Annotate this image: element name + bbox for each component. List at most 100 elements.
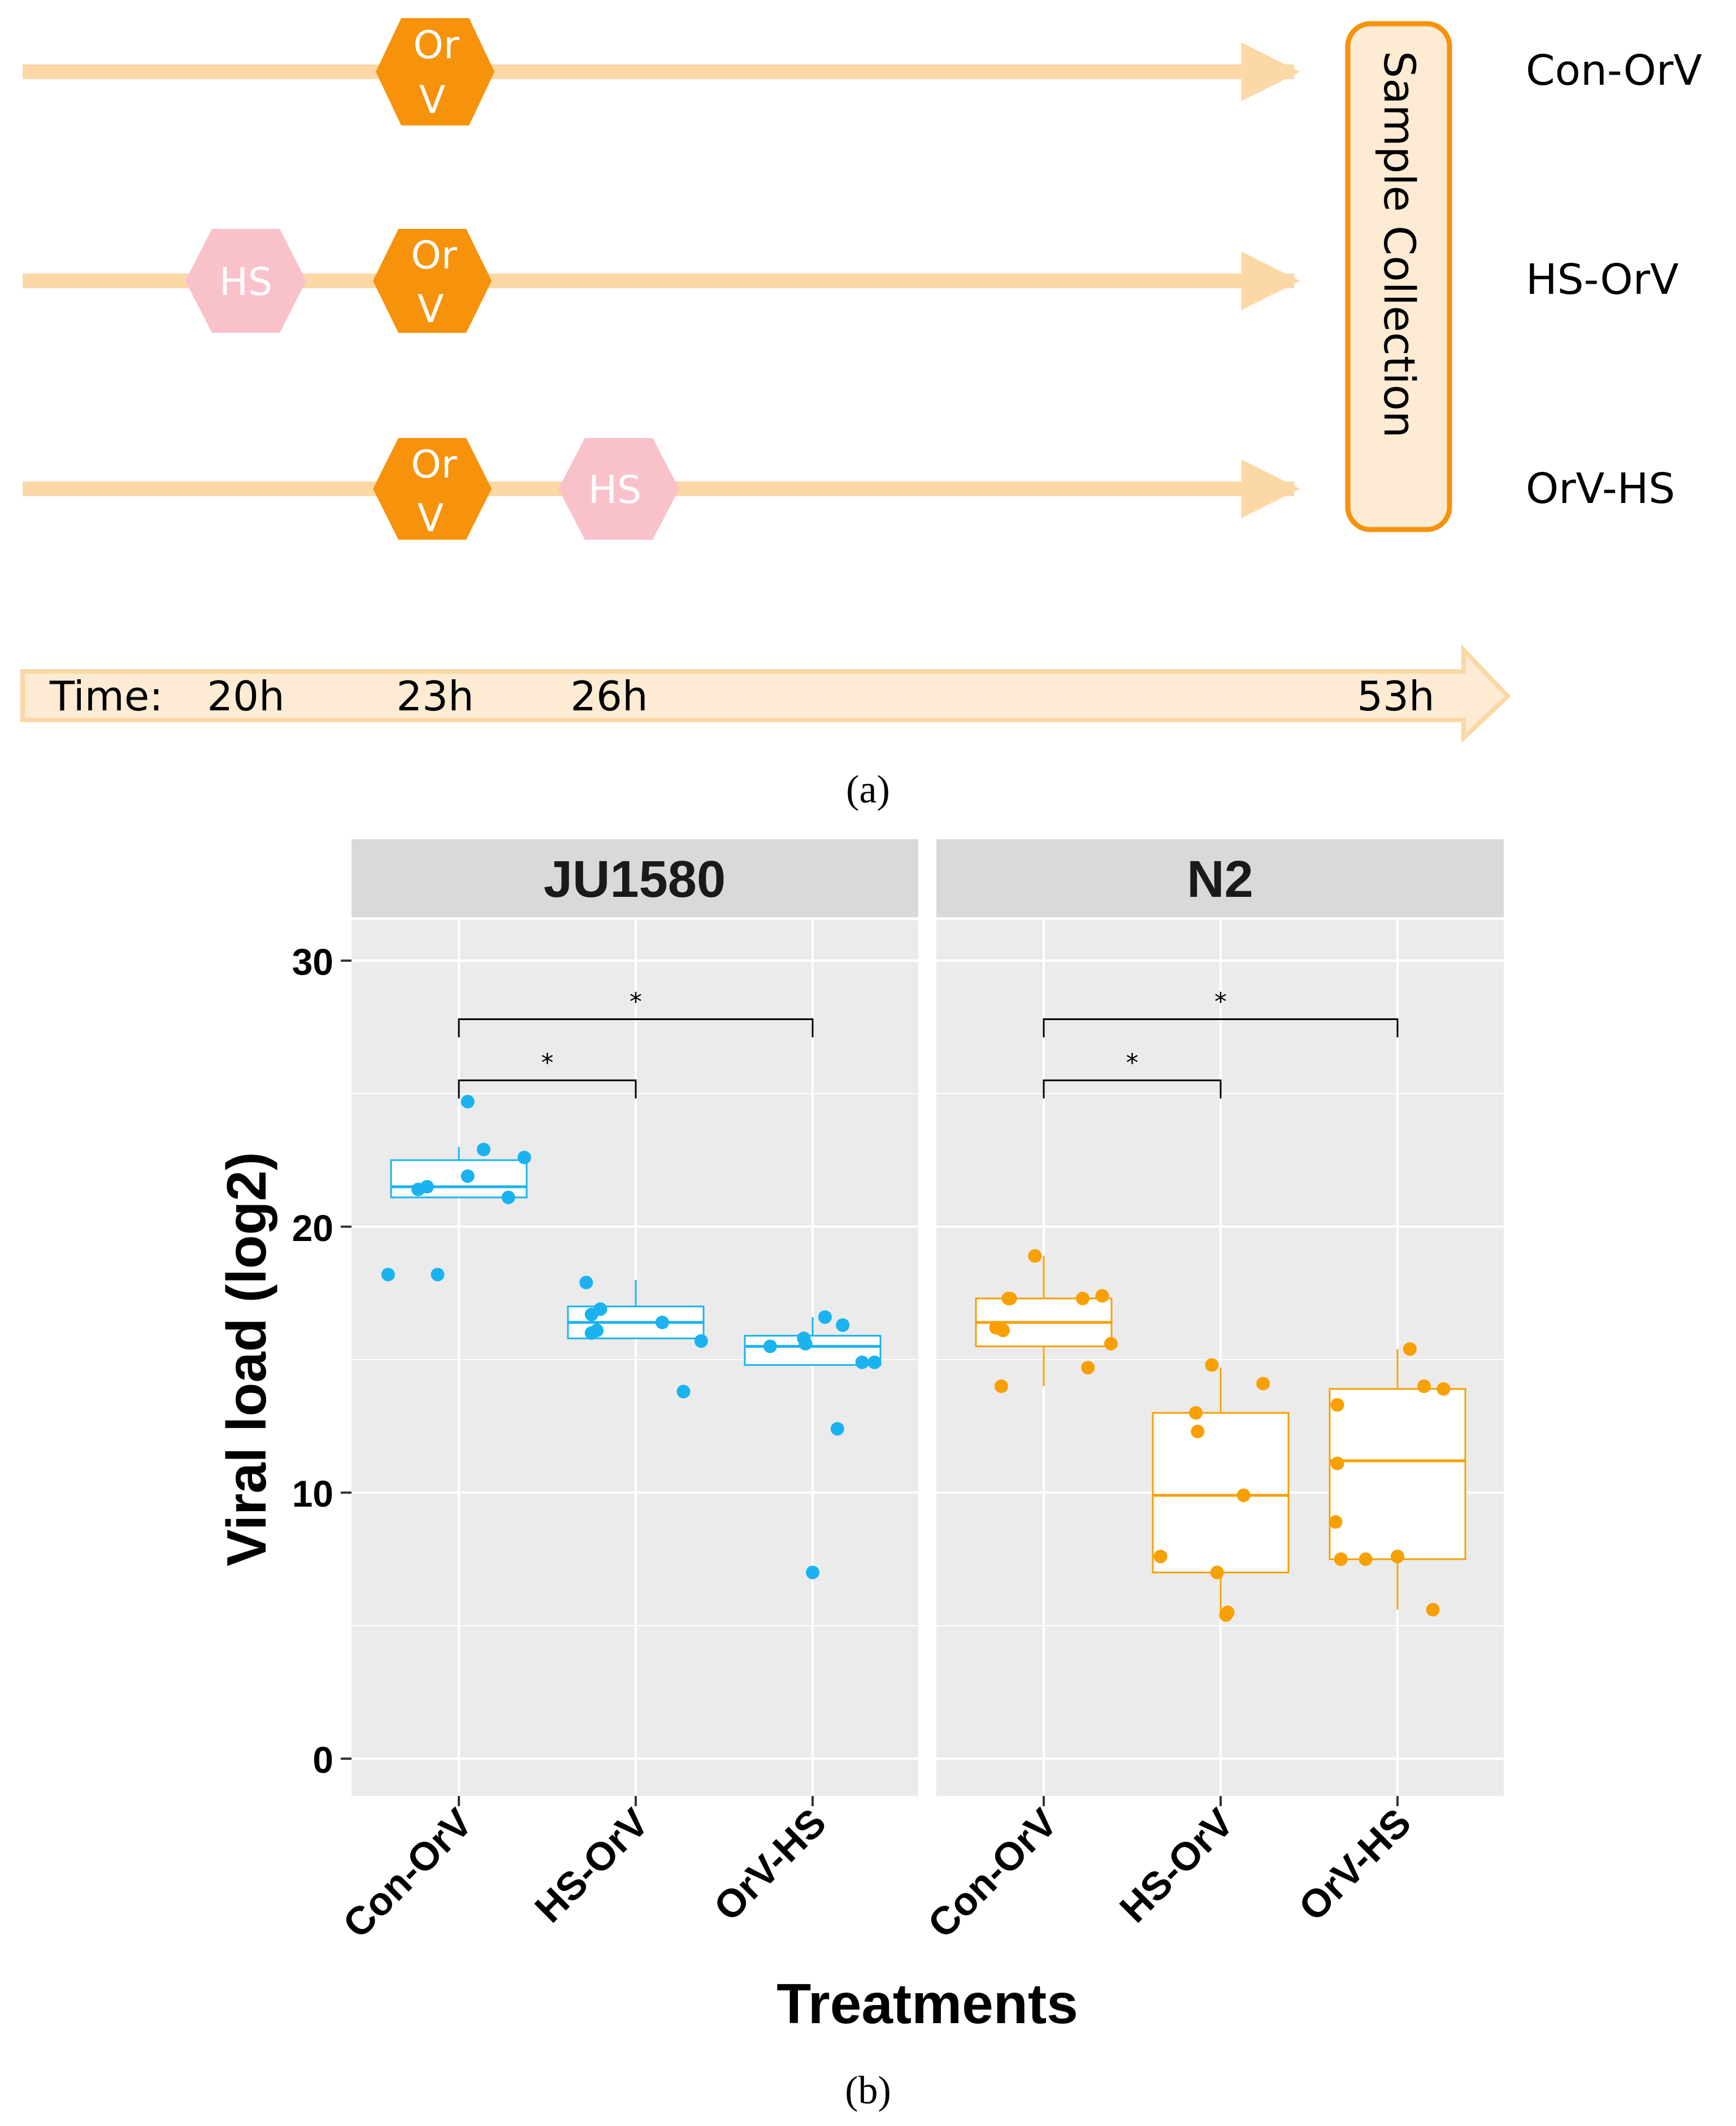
- data-point: [1330, 1456, 1344, 1470]
- facet-strip-ju1580: [351, 839, 918, 917]
- data-point: [1256, 1377, 1270, 1391]
- time-point-20h: 20h: [207, 672, 284, 720]
- hs-label: HS: [219, 260, 272, 305]
- hs-label: HS: [588, 468, 641, 513]
- data-point: [1095, 1288, 1109, 1303]
- sample-collection-rect: [1345, 21, 1452, 532]
- x-tick-label-n2-hs-orv: HS-OrV: [1111, 1800, 1242, 1930]
- data-point: [855, 1355, 869, 1369]
- row-label-hs-orv: HS-OrV: [1526, 255, 1679, 304]
- data-point: [806, 1565, 819, 1580]
- orv-label-line1: Or: [413, 23, 459, 68]
- timeline-panel: Or V Con-OrV HS Or V HS-OrV Or V HS OrV-…: [20, 18, 1702, 812]
- data-point: [476, 1143, 491, 1157]
- significance-marker: *: [1214, 987, 1227, 1016]
- data-point: [1417, 1379, 1431, 1394]
- data-point: [420, 1179, 434, 1194]
- data-point: [1236, 1489, 1251, 1503]
- time-point-53h: 53h: [1357, 672, 1434, 720]
- significance-marker: *: [541, 1049, 554, 1078]
- data-point: [1426, 1603, 1440, 1617]
- data-point: [1210, 1565, 1224, 1580]
- data-point: [830, 1422, 844, 1436]
- data-point: [1436, 1382, 1451, 1396]
- hs-hexagon: [558, 438, 679, 540]
- data-point: [501, 1190, 515, 1204]
- panel-b-label: (b): [845, 2069, 891, 2112]
- data-point: [655, 1316, 669, 1330]
- boxplot-panel: JU1580 N2 * * * * 30 20 10 0 Con-OrV HS-OrV…: [215, 839, 1504, 2112]
- box-iqr: [390, 1159, 528, 1199]
- y-tick-label-30: 30: [292, 941, 333, 983]
- data-point: [1153, 1550, 1168, 1564]
- data-point: [798, 1337, 813, 1351]
- facet-title-ju1580: JU1580: [544, 851, 726, 908]
- time-axis: Time: 20h 23h 26h 53h: [20, 644, 1511, 744]
- data-point: [461, 1169, 475, 1183]
- y-tick-label-0: 0: [313, 1739, 333, 1781]
- data-point: [676, 1385, 691, 1399]
- data-point: [579, 1275, 593, 1290]
- sample-collection-label: Sample Collection: [1374, 51, 1425, 438]
- box-iqr: [1152, 1412, 1290, 1574]
- y-tick-label-20: 20: [292, 1207, 333, 1249]
- orv-label-line1: Or: [411, 233, 457, 278]
- data-point: [593, 1302, 607, 1316]
- orv-label-line2: V: [419, 78, 446, 123]
- data-point: [1191, 1425, 1205, 1439]
- significance-marker: *: [630, 987, 642, 1016]
- orv-label-line2: V: [418, 496, 444, 541]
- data-point: [1081, 1361, 1095, 1375]
- data-point: [836, 1318, 850, 1332]
- y-axis-title: Viral load (log2): [215, 1152, 277, 1566]
- data-point: [1403, 1342, 1417, 1356]
- time-arrow: [20, 644, 1511, 744]
- x-tick-label-n2-con-orv: Con-OrV: [919, 1800, 1066, 1946]
- significance-bracket: [458, 1018, 814, 1038]
- x-tick-label-ju1580-con-orv: Con-OrV: [335, 1800, 481, 1946]
- orv-label-line2: V: [418, 287, 444, 332]
- data-point: [461, 1095, 475, 1109]
- data-point: [1359, 1552, 1373, 1566]
- hs-hexagon: [185, 229, 306, 333]
- row-hs-orv: HS Or V HS-OrV: [23, 229, 1679, 333]
- panel-a-label: (a): [846, 768, 890, 812]
- data-point: [1334, 1552, 1348, 1566]
- sample-collection-box: Sample Collection: [1345, 21, 1452, 532]
- data-point: [1329, 1515, 1343, 1529]
- data-point: [867, 1355, 882, 1369]
- x-tick-label-ju1580-hs-orv: HS-OrV: [526, 1800, 657, 1930]
- data-point: [1075, 1291, 1090, 1305]
- orv-hexagon: [373, 229, 492, 333]
- facet-title-n2: N2: [1187, 851, 1253, 908]
- data-point: [818, 1310, 832, 1324]
- y-tick-label-10: 10: [292, 1473, 333, 1515]
- time-point-23h: 23h: [396, 672, 474, 720]
- row-con-orv: Or V Con-OrV: [23, 18, 1702, 125]
- data-point: [1028, 1249, 1042, 1263]
- data-point: [994, 1379, 1008, 1394]
- data-point: [431, 1268, 445, 1282]
- data-point: [694, 1334, 708, 1348]
- orv-hexagon: [376, 18, 494, 125]
- data-point: [1221, 1606, 1235, 1620]
- x-tick-label-n2-orv-hs: OrV-HS: [1290, 1800, 1419, 1929]
- row-label-con-orv: Con-OrV: [1526, 46, 1702, 95]
- box-iqr: [1329, 1388, 1466, 1560]
- significance-marker: *: [1126, 1049, 1139, 1078]
- row-label-orv-hs: OrV-HS: [1526, 465, 1675, 513]
- significance-bracket: [1043, 1079, 1222, 1099]
- significance-bracket: [1043, 1018, 1399, 1038]
- data-point: [590, 1324, 604, 1338]
- time-point-26h: 26h: [570, 672, 648, 720]
- data-point: [517, 1151, 531, 1165]
- facet-strip-n2: [936, 839, 1504, 917]
- data-point: [996, 1324, 1010, 1338]
- x-tick-label-ju1580-orv-hs: OrV-HS: [705, 1800, 834, 1929]
- data-point: [1391, 1550, 1404, 1564]
- plot-layer: * * * *: [341, 920, 1503, 1806]
- data-point: [1189, 1406, 1203, 1420]
- data-point: [763, 1339, 777, 1353]
- orv-hexagon: [373, 438, 492, 540]
